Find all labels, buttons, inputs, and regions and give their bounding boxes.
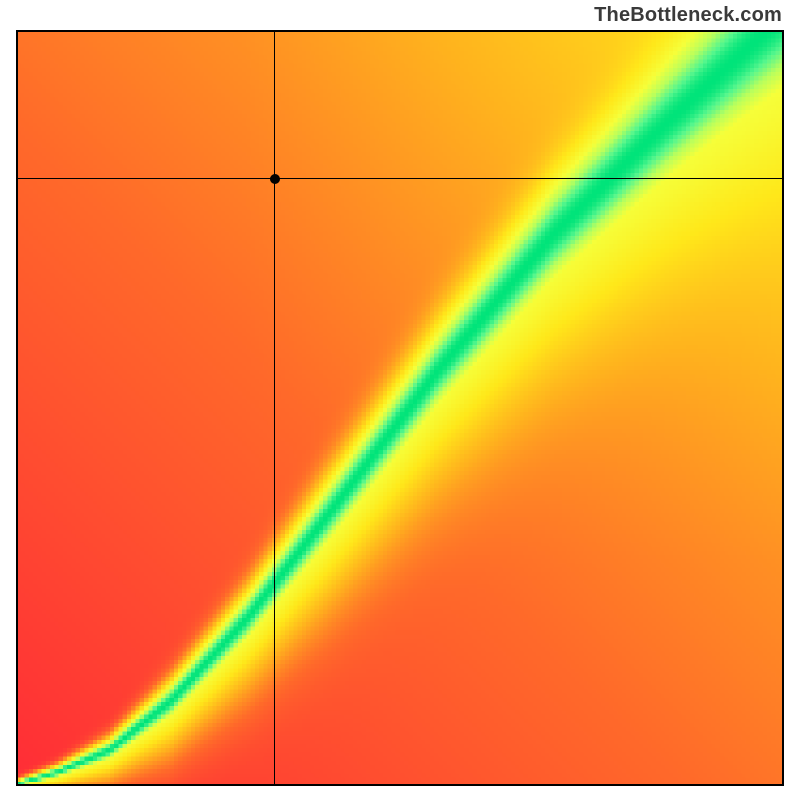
chart-container: TheBottleneck.com [0, 0, 800, 800]
watermark-text: TheBottleneck.com [594, 4, 782, 27]
heatmap-canvas [16, 30, 784, 786]
